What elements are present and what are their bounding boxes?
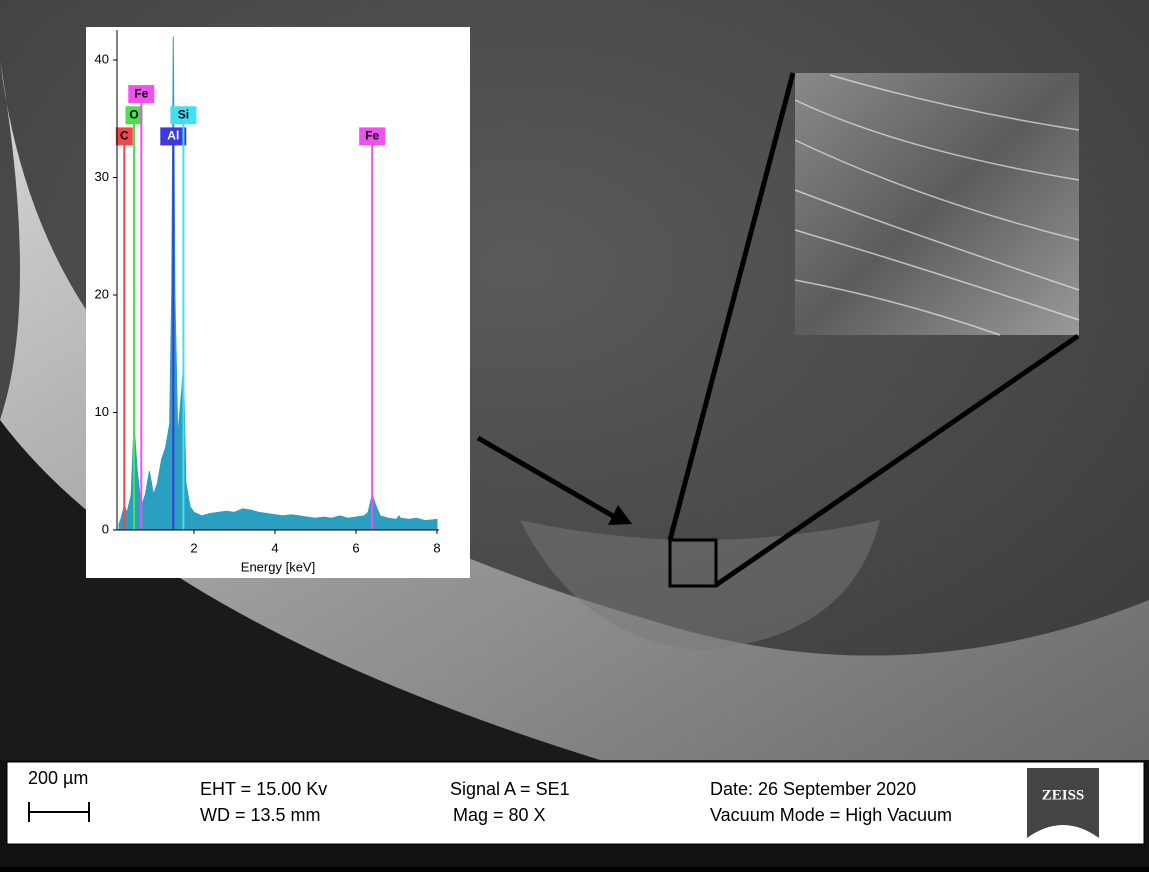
arrow-head [608,505,632,525]
element-label: O [129,107,138,121]
y-tick-label: 20 [95,286,109,301]
x-tick-label: 4 [271,540,278,555]
element-tag [128,85,155,104]
scale-label: 200 µm [28,768,88,788]
inset-texture [794,74,1080,336]
mag: Mag = 80 X [453,805,546,825]
spectrum-plot: 0 10 20 30 40 2 4 6 8 Energy [keV] CO Fe Al Si Fe [95,30,441,574]
element-tag [115,127,133,146]
element-tag [170,106,197,125]
element-label: Fe [365,129,379,143]
info-bar [6,761,1145,845]
date: Date: 26 September 2020 [710,779,916,799]
magnified-inset [795,73,1079,335]
logo: ZEISS [1042,787,1085,803]
logo-shape [1027,768,1099,838]
element-tag [125,106,143,125]
spectrum [118,36,438,531]
y-tick-label: 40 [95,51,109,66]
y-tick-label: 30 [95,169,109,184]
element-tag [359,127,386,146]
element-tag [160,127,187,146]
sem-shadow [0,420,600,760]
element-label: Fe [134,86,148,100]
spectrum-panel [86,27,470,578]
x-tick-label: 6 [352,540,359,555]
x-tick-label: 2 [190,540,197,555]
signal: Signal A = SE1 [450,779,570,799]
sem-surface [0,60,1149,760]
element-label: Al [167,129,179,143]
x-axis-label: Energy [keV] [241,559,315,574]
wd: WD = 13.5 mm [200,805,321,825]
callout-lines [476,72,1080,588]
element-label: C [120,129,129,143]
x-tick-label: 8 [433,540,440,555]
eht: EHT = 15.00 Kv [200,779,327,799]
element-label: Si [178,107,189,121]
scale-bar [28,802,90,822]
y-tick-label: 0 [102,521,109,536]
vacuum: Vacuum Mode = High Vacuum [710,805,952,825]
y-tick-label: 10 [95,404,109,419]
